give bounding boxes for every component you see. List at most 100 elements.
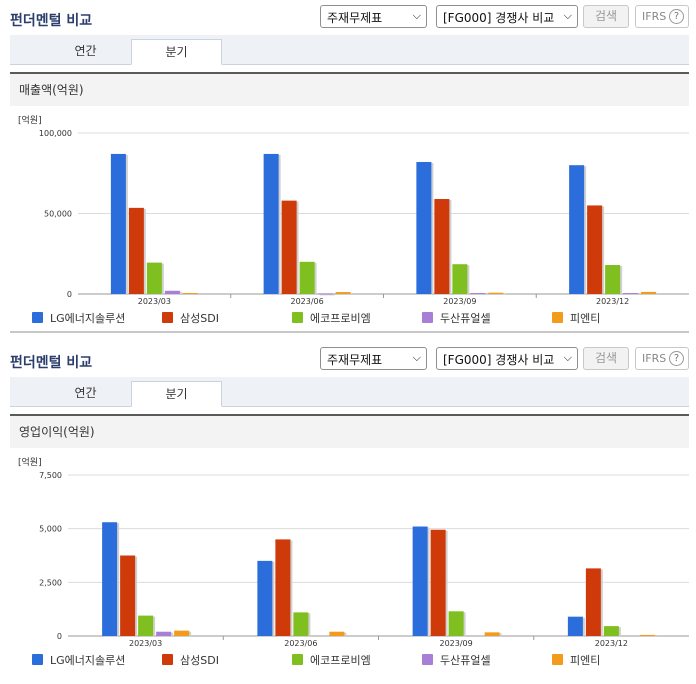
legend-swatch (292, 654, 303, 665)
legend-label: 에코프로비엠 (310, 312, 371, 325)
tab-quarterly[interactable]: 분기 (131, 39, 222, 65)
fundamental-panel-revenue: 펀더멘털 비교 주재무제표 ⌵ [FG000] 경쟁사 비교 ⌵ 검색 IFRS… (0, 0, 696, 338)
legend-label: 삼성SDI (180, 312, 219, 325)
x-tick-label: 2023/12 (596, 297, 629, 306)
operating-profit-bar-chart: [억원] 0 2,500 5,000 7,500 2023/03 2023/06 2023/0… (18, 456, 689, 667)
x-tick-label: 2023/09 (443, 297, 476, 306)
bar (146, 262, 162, 294)
bar-shadow (490, 293, 506, 295)
legend-swatch (422, 654, 433, 665)
panel-title: 펀더멘털 비교 (10, 355, 93, 371)
legend-swatch (162, 654, 173, 665)
group-select-value: [FG000] 경쟁사 비교 (443, 11, 555, 25)
divider (10, 331, 689, 333)
legend-label: 피엔티 (570, 654, 600, 667)
bar (587, 205, 603, 294)
chevron-down-icon: ⌵ (563, 9, 572, 22)
legend-swatch (292, 312, 303, 323)
bar (120, 555, 136, 636)
bar (623, 293, 639, 295)
y-tick-label: 100,000 (39, 129, 72, 138)
bar (281, 200, 297, 294)
chevron-down-icon: ⌵ (412, 9, 421, 22)
bar (275, 539, 291, 636)
x-tick-label: 2023/03 (138, 297, 171, 306)
legend-swatch (162, 312, 173, 323)
bar (448, 611, 464, 636)
legend-label: 삼성SDI (180, 654, 219, 667)
chevron-down-icon: ⌵ (412, 351, 421, 364)
bar (639, 634, 655, 636)
bar (317, 293, 333, 295)
bar (174, 630, 190, 636)
ifrs-button[interactable]: IFRS ? (635, 5, 689, 28)
legend-swatch (552, 312, 563, 323)
bar (605, 265, 621, 294)
fundamental-panel-operating-profit: 펀더멘털 비교 주재무제표 ⌵ [FG000] 경쟁사 비교 ⌵ 검색 IFRS… (0, 342, 696, 684)
period-tabs: 연간 분기 (10, 377, 689, 407)
bar (470, 293, 486, 295)
bar-shadow (337, 293, 353, 295)
legend-swatch (422, 312, 433, 323)
chart-heading: 매출액(억원) (10, 72, 689, 106)
bar (641, 291, 657, 294)
bar (138, 615, 154, 636)
bar-shadow (184, 294, 200, 296)
bar (567, 616, 583, 636)
tab-quarterly[interactable]: 분기 (131, 381, 222, 407)
y-tick-label: 2,500 (39, 578, 62, 587)
bar (102, 522, 118, 636)
bar (585, 568, 601, 636)
bar (293, 612, 309, 636)
statement-select[interactable]: 주재무제표 ⌵ (320, 5, 427, 28)
panel-title: 펀더멘털 비교 (10, 13, 93, 29)
legend-label: 피엔티 (570, 312, 600, 325)
tab-annual[interactable]: 연간 (74, 386, 97, 400)
y-tick-label: 0 (57, 632, 62, 641)
unit-label: [억원] (18, 114, 42, 126)
bar (335, 292, 351, 294)
bar (484, 632, 500, 636)
search-button[interactable]: 검색 (583, 5, 629, 28)
y-tick-label: 0 (67, 290, 72, 299)
bar (430, 529, 446, 636)
legend-label: 두산퓨얼셀 (440, 653, 491, 667)
statement-select[interactable]: 주재무제표 ⌵ (320, 347, 427, 370)
x-tick-label: 2023/09 (440, 639, 473, 648)
help-icon[interactable]: ? (669, 351, 684, 366)
statement-select-value: 주재무제표 (327, 353, 383, 367)
revenue-bar-chart: [억원] 0 50,000 100,000 2023/03 2023/06 2023/09 2… (18, 114, 689, 325)
x-tick-label: 2023/03 (129, 639, 162, 648)
y-tick-label: 50,000 (44, 210, 72, 219)
search-button[interactable]: 검색 (583, 347, 629, 370)
bar-shadow (319, 294, 335, 296)
bar (488, 292, 504, 294)
x-tick-label: 2023/12 (595, 639, 628, 648)
legend-label: LG에너지솔루션 (50, 312, 125, 325)
x-tick-label: 2023/06 (291, 297, 324, 306)
bar (299, 261, 315, 294)
bar-shadow (625, 294, 641, 296)
help-icon[interactable]: ? (669, 9, 684, 24)
bar (569, 165, 585, 294)
legend-label: 두산퓨얼셀 (440, 311, 491, 325)
bar (412, 526, 428, 636)
bar (263, 153, 279, 294)
group-select[interactable]: [FG000] 경쟁사 비교 ⌵ (436, 347, 578, 370)
bar (434, 199, 450, 294)
legend-label: LG에너지솔루션 (50, 654, 125, 667)
legend-swatch (552, 654, 563, 665)
unit-label: [억원] (18, 456, 42, 468)
bar (128, 207, 144, 294)
chart-heading: 영업이익(억원) (10, 414, 689, 448)
y-tick-label: 5,000 (39, 525, 62, 534)
bar (329, 631, 345, 636)
tab-annual[interactable]: 연간 (74, 44, 97, 58)
ifrs-label: IFRS (642, 352, 667, 365)
legend-label: 에코프로비엠 (310, 654, 371, 667)
statement-select-value: 주재무제표 (327, 11, 383, 25)
ifrs-button[interactable]: IFRS ? (635, 347, 689, 370)
period-tabs: 연간 분기 (10, 35, 689, 65)
bar (156, 631, 172, 636)
group-select[interactable]: [FG000] 경쟁사 비교 ⌵ (436, 5, 578, 28)
